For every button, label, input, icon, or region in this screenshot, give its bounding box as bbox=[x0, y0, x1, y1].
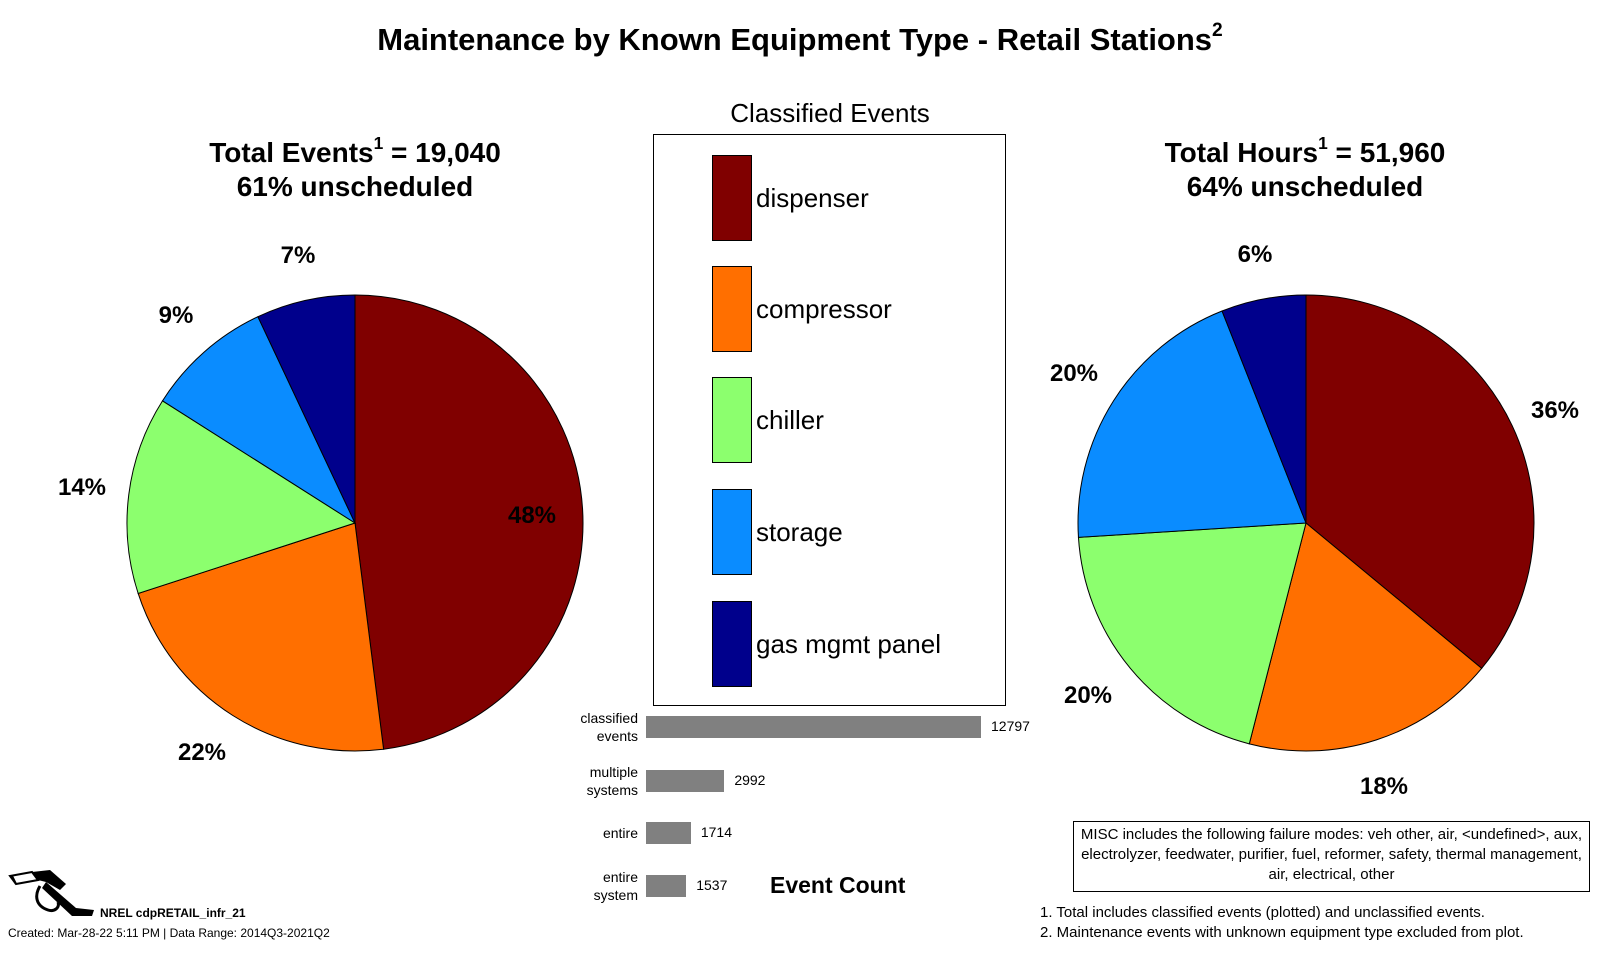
left-pie-label-storage: 9% bbox=[159, 302, 194, 329]
left-pie-header: Total Events1 = 19,040 61% unscheduled bbox=[155, 133, 555, 204]
chart-title-sup: 2 bbox=[1212, 19, 1223, 41]
legend-swatch-compressor bbox=[712, 266, 752, 352]
legend-label-chiller: chiller bbox=[756, 404, 824, 435]
chart-title: Maintenance by Known Equipment Type - Re… bbox=[0, 19, 1600, 58]
legend-label-dispenser: dispenser bbox=[756, 182, 869, 213]
right-pie-slice-storage bbox=[1077, 310, 1307, 538]
legend-swatch-storage bbox=[712, 489, 752, 575]
left-pie-slice-storage bbox=[161, 316, 357, 525]
right-pie-slice-dispenser bbox=[1305, 294, 1535, 670]
right-pie-title: Total Hours1 = 51,960 bbox=[1105, 133, 1505, 170]
left-pie-label-compressor: 22% bbox=[178, 739, 226, 766]
right-pie-label-gas-mgmt-panel: 6% bbox=[1238, 241, 1273, 268]
legend: dispenser compressor chiller storage gas… bbox=[653, 134, 1006, 706]
right-pie-title-prefix: Total Hours bbox=[1164, 137, 1319, 168]
left-pie-slice-gas-mgmt-panel bbox=[257, 294, 356, 524]
left-pie-subtitle: 61% unscheduled bbox=[236, 171, 474, 202]
left-pie-slice-chiller bbox=[126, 400, 357, 595]
left-pie-slice-dispenser bbox=[354, 294, 584, 750]
left-pie-slice-compressor bbox=[137, 522, 385, 752]
legend-swatch-dispenser bbox=[712, 155, 752, 241]
right-pie: 36% 18% 20% 20% 6% bbox=[1050, 241, 1579, 800]
left-pie-title: Total Events1 = 19,040 bbox=[155, 133, 555, 170]
left-pie-title-sup: 1 bbox=[373, 133, 384, 154]
legend-item-gas-mgmt-panel: gas mgmt panel bbox=[712, 601, 941, 687]
legend-label-storage: storage bbox=[756, 516, 843, 547]
right-pie-title-value: = 51,960 bbox=[1327, 137, 1446, 168]
left-pie-title-prefix: Total Events bbox=[209, 137, 374, 168]
right-pie-title-sup: 1 bbox=[1318, 133, 1328, 154]
right-pie-slice-chiller bbox=[1077, 522, 1307, 745]
right-pie-subtitle: 64% unscheduled bbox=[1186, 171, 1424, 202]
fuel-nozzle-logo-icon bbox=[8, 870, 94, 916]
footnote-2: 2. Maintenance events with unknown equip… bbox=[1040, 924, 1524, 941]
footnote-1: 1. Total includes classified events (plo… bbox=[1040, 904, 1485, 921]
right-pie-label-storage: 20% bbox=[1050, 360, 1098, 387]
footer-created: Created: Mar-28-22 5:11 PM | Data Range:… bbox=[8, 926, 330, 940]
legend-item-dispenser: dispenser bbox=[712, 155, 869, 241]
left-pie-label-chiller: 14% bbox=[58, 474, 106, 501]
chart-title-text: Maintenance by Known Equipment Type - Re… bbox=[377, 22, 1213, 57]
legend-item-chiller: chiller bbox=[712, 377, 824, 463]
left-pie-label-gas-mgmt-panel: 7% bbox=[281, 242, 316, 269]
right-pie-header: Total Hours1 = 51,960 64% unscheduled bbox=[1105, 133, 1505, 204]
legend-swatch-chiller bbox=[712, 377, 752, 463]
right-pie-label-chiller: 20% bbox=[1064, 682, 1112, 709]
legend-item-compressor: compressor bbox=[712, 266, 892, 352]
legend-title: Classified Events bbox=[730, 98, 930, 128]
right-pie-slice-gas-mgmt-panel bbox=[1221, 294, 1307, 524]
right-pie-slice-compressor bbox=[1248, 522, 1483, 752]
event-count-axis-label: Event Count bbox=[770, 872, 906, 898]
footer-id: NREL cdpRETAIL_infr_21 bbox=[100, 906, 246, 920]
right-pie-label-compressor: 18% bbox=[1360, 773, 1408, 800]
left-pie: 48% 22% 14% 9% 7% bbox=[58, 242, 584, 766]
legend-label-compressor: compressor bbox=[756, 293, 892, 324]
right-pie-label-dispenser: 36% bbox=[1531, 397, 1579, 424]
legend-label-gas-mgmt-panel: gas mgmt panel bbox=[756, 628, 941, 659]
legend-swatch-gas-mgmt-panel bbox=[712, 601, 752, 687]
left-pie-title-value: = 19,040 bbox=[383, 137, 501, 168]
legend-item-storage: storage bbox=[712, 489, 843, 575]
left-pie-label-dispenser: 48% bbox=[508, 502, 556, 529]
misc-note: MISC includes the following failure mode… bbox=[1073, 821, 1590, 892]
